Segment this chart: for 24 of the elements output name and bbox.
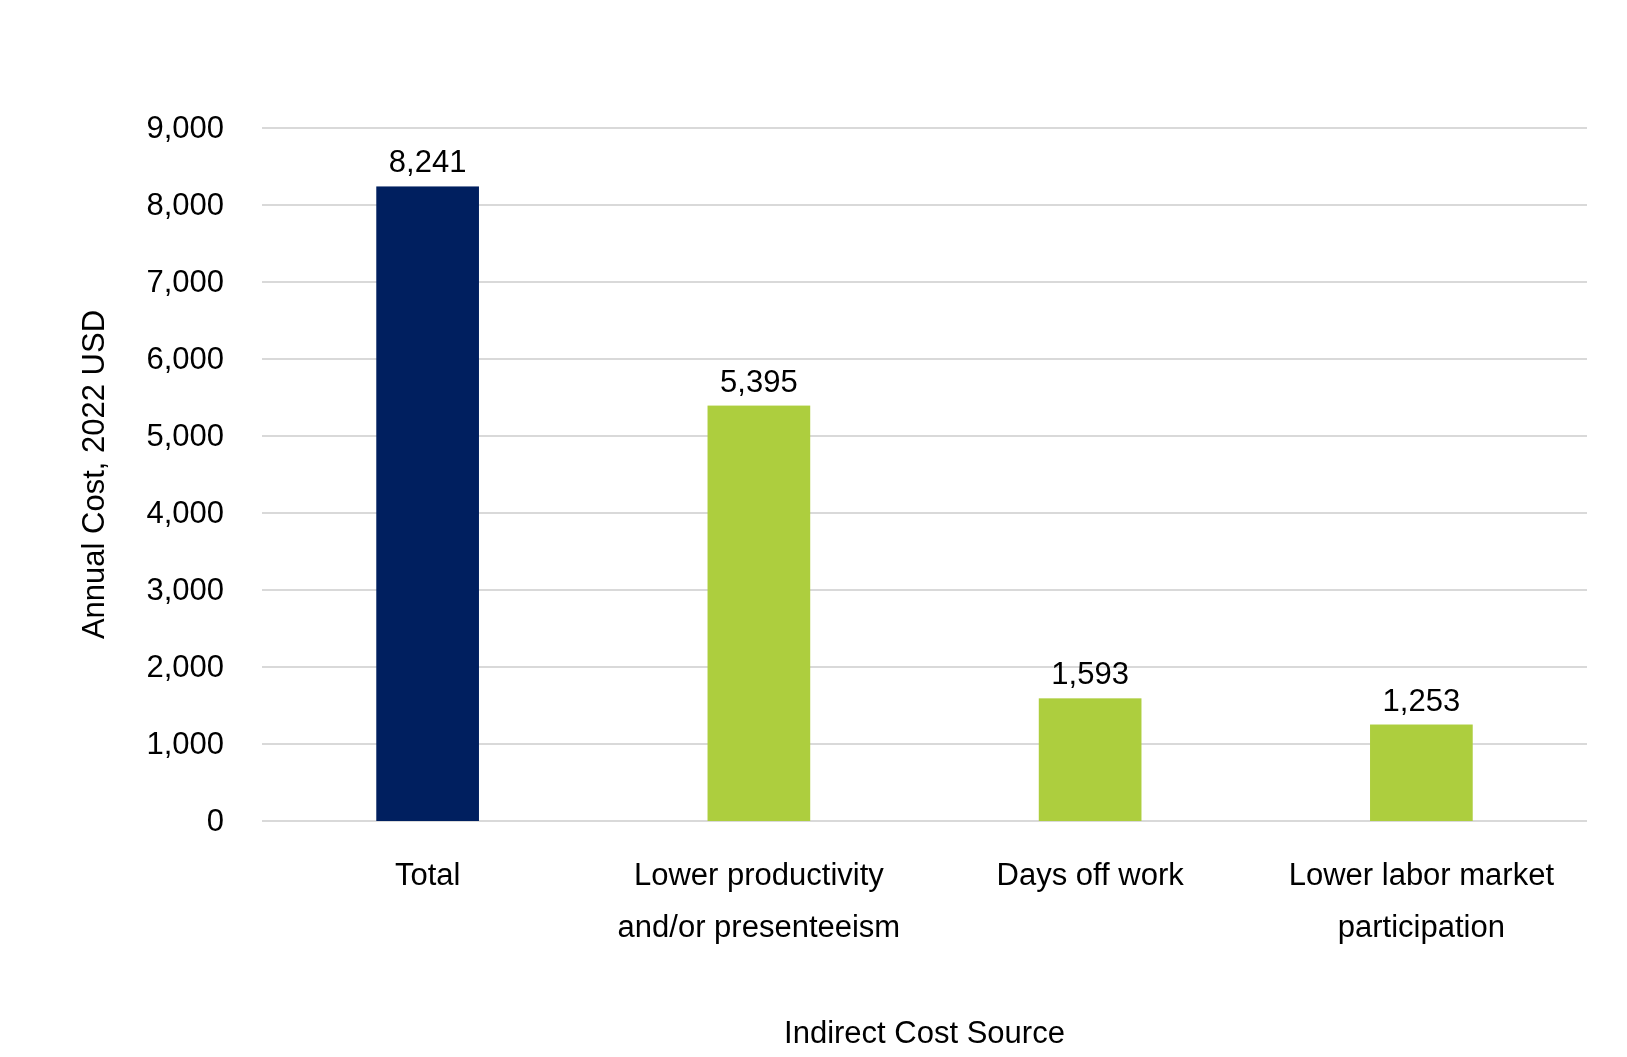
y-tick-label: 3,000 <box>146 572 224 608</box>
data-label: 5,395 <box>720 363 798 399</box>
data-label: 1,253 <box>1382 682 1461 718</box>
y-tick-label: 0 <box>206 803 224 839</box>
y-tick-label: 6,000 <box>146 341 224 377</box>
y-tick-label: 7,000 <box>146 264 224 300</box>
y-axis-title: Annual Cost, 2022 USD <box>76 309 111 640</box>
data-label: 1,593 <box>1051 656 1129 692</box>
bar <box>376 186 479 821</box>
bar <box>1038 698 1142 821</box>
x-tick-label: Lower productivity and/or presenteeism <box>617 857 901 944</box>
y-tick-label: 8,000 <box>146 187 224 223</box>
x-tick-label: Days off work <box>996 857 1185 892</box>
data-label: 8,241 <box>388 144 467 180</box>
x-tick-label: Total <box>394 857 461 892</box>
y-tick-label: 5,000 <box>146 418 224 454</box>
y-tick-label: 9,000 <box>146 110 224 146</box>
y-tick-label: 2,000 <box>146 649 224 685</box>
y-tick-label: 4,000 <box>146 495 224 531</box>
bar <box>1370 724 1473 821</box>
bar <box>707 405 811 821</box>
x-tick-label: Lower labor market participation <box>1288 857 1555 944</box>
y-tick-label: 1,000 <box>146 726 224 762</box>
x-axis-title: Indirect Cost Source <box>784 1015 1065 1050</box>
